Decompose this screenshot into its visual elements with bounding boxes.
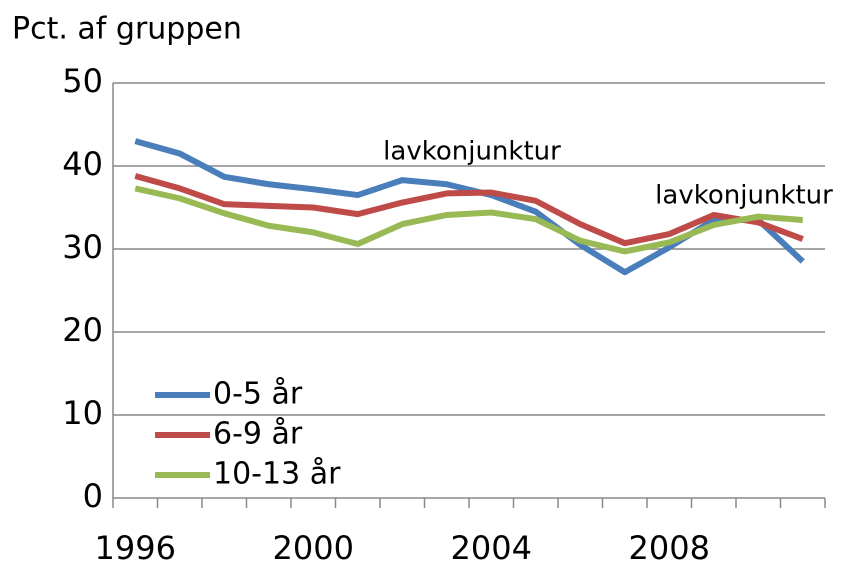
y-tick-label: 0 — [83, 477, 103, 515]
y-tick-label: 30 — [62, 228, 103, 266]
annotation: lavkonjunktur — [655, 181, 833, 211]
x-tick-label: 2008 — [629, 529, 710, 564]
y-axis-label: Pct. af gruppen — [12, 12, 242, 47]
y-tick-label: 20 — [62, 311, 103, 349]
legend-label: 10-13 år — [213, 457, 341, 492]
x-tick-label: 1996 — [95, 529, 176, 564]
y-tick-label: 10 — [62, 394, 103, 432]
x-tick-label: 2000 — [273, 529, 354, 564]
annotation: lavkonjunktur — [383, 137, 561, 167]
x-tick-label: 2004 — [451, 529, 532, 564]
series-line — [134, 173, 804, 247]
legend-label: 6-9 år — [213, 417, 303, 452]
series-line — [134, 185, 803, 255]
y-tick-label: 50 — [62, 62, 103, 100]
legend-label: 0-5 år — [213, 377, 303, 412]
y-tick-label: 40 — [62, 145, 103, 183]
